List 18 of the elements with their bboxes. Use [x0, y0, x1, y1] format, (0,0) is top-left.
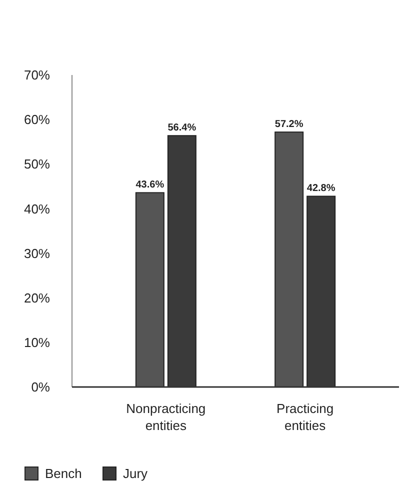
data-label: 56.4% [168, 122, 196, 134]
data-label: 43.6% [136, 180, 164, 191]
y-tick-label: 60% [24, 112, 50, 128]
data-label: 42.8% [306, 183, 336, 194]
y-tick-label: 10% [24, 334, 50, 350]
y-tick-label: 20% [24, 290, 50, 306]
y-tick-label: 30% [24, 246, 50, 261]
x-tick-label: Nonpracticing entities [126, 401, 206, 433]
data-label: 57.2% [274, 119, 304, 130]
y-tick-label: 40% [24, 201, 50, 216]
bar [135, 192, 164, 388]
legend-label: Bench [45, 466, 82, 481]
y-tick-label: 50% [24, 156, 50, 172]
y-tick-label: 70% [24, 68, 50, 83]
legend-label: Jury [123, 466, 148, 481]
bar [274, 132, 304, 388]
y-tick-label: 0% [31, 380, 50, 395]
x-tick-label: Practicing entities [276, 401, 334, 433]
